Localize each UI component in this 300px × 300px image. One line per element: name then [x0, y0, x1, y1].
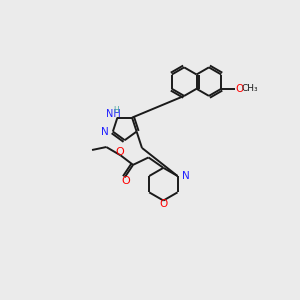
Text: NH: NH [106, 109, 121, 119]
Text: H: H [113, 106, 119, 115]
Text: O: O [121, 176, 130, 186]
Text: N: N [182, 171, 189, 181]
Text: O: O [115, 147, 124, 157]
Text: O: O [159, 199, 167, 209]
Text: O: O [236, 84, 244, 94]
Text: N: N [101, 127, 108, 136]
Text: CH₃: CH₃ [242, 84, 258, 93]
